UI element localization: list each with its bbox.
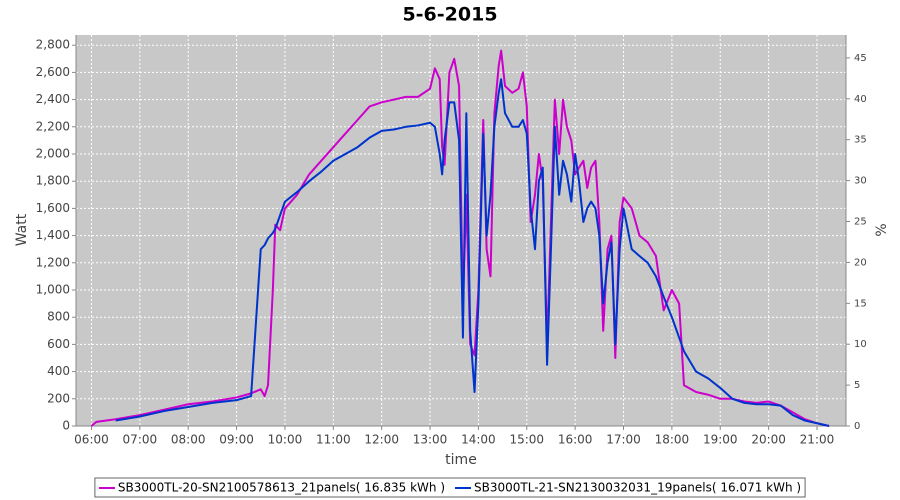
legend-box	[94, 477, 806, 498]
y-tick-label: 2,800	[36, 38, 70, 52]
y-tick-label: 1,800	[36, 174, 70, 188]
y-tick-label: 1,000	[36, 283, 70, 297]
y-tick-label: 200	[47, 391, 70, 405]
y2-tick-label: 5	[854, 380, 860, 391]
y-tick-label: 0	[62, 419, 70, 433]
x-tick-label: 13:00	[413, 433, 448, 447]
x-tick-label: 16:00	[558, 433, 593, 447]
y-tick-label: 1,600	[36, 201, 70, 215]
y2-tick-label: 40	[854, 94, 867, 105]
y2-tick-label: 35	[854, 135, 867, 146]
y2-tick-label: 45	[854, 53, 867, 64]
y-tick-label: 2,200	[36, 119, 70, 133]
x-axis-label: time	[445, 452, 477, 468]
x-tick-label: 06:00	[74, 433, 109, 447]
x-tick-label: 10:00	[268, 433, 303, 447]
y-tick-label: 1,200	[36, 255, 70, 269]
x-tick-label: 11:00	[316, 433, 351, 447]
y-tick-label: 2,600	[36, 65, 70, 79]
y-tick-label: 800	[47, 310, 70, 324]
x-tick-label: 08:00	[171, 433, 206, 447]
series-line	[115, 78, 830, 427]
x-tick-label: 12:00	[364, 433, 399, 447]
legend-label: SB3000TL-20-SN2100578613_21panels( 16.83…	[118, 481, 445, 495]
y-tick-label: 2,000	[36, 147, 70, 161]
y2-tick-label: 0	[854, 421, 860, 432]
x-tick-label: 18:00	[655, 433, 690, 447]
x-tick-label: 21:00	[800, 433, 835, 447]
y-axis-label: Watt	[14, 213, 30, 246]
y-tick-label: 2,400	[36, 92, 70, 106]
y2-axis-label: %	[874, 223, 890, 236]
y2-tick-label: 15	[854, 298, 867, 309]
y-tick-label: 600	[47, 337, 70, 351]
x-tick-label: 19:00	[703, 433, 738, 447]
y-tick-label: 1,400	[36, 228, 70, 242]
x-tick-label: 09:00	[219, 433, 254, 447]
y2-tick-label: 30	[854, 176, 867, 187]
y2-tick-label: 20	[854, 257, 867, 268]
x-tick-label: 14:00	[461, 433, 496, 447]
x-tick-label: 20:00	[751, 433, 786, 447]
chart-title: 5-6-2015	[402, 4, 497, 26]
y2-tick-label: 25	[854, 217, 867, 228]
x-tick-label: 17:00	[606, 433, 641, 447]
x-tick-label: 15:00	[509, 433, 544, 447]
legend-label: SB3000TL-21-SN2130032031_19panels( 16.07…	[474, 481, 801, 495]
series-line	[90, 49, 830, 427]
y2-tick-label: 10	[854, 339, 867, 350]
y-tick-label: 400	[47, 364, 70, 378]
x-tick-label: 07:00	[123, 433, 158, 447]
